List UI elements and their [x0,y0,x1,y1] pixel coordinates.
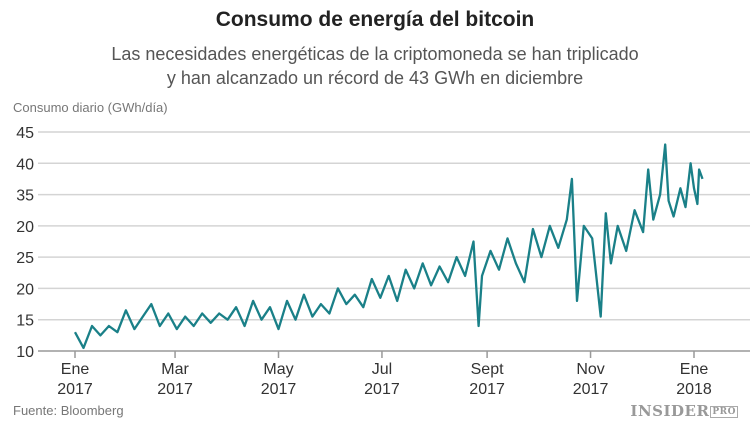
x-tick-label-month: Nov [576,361,604,378]
y-axis-label: Consumo diario (GWh/día) [13,100,168,115]
y-tick-label: 20 [16,219,34,236]
x-tick-label-year: 2017 [261,381,297,398]
logo-badge: PRO [710,406,738,418]
x-tick-label-month: Jul [372,361,392,378]
y-tick-label: 10 [16,344,34,361]
y-tick-label: 20 [16,281,34,298]
logo-text: INSIDER [630,402,710,420]
x-tick-label-month: Ene [61,361,90,378]
y-tick-label: 45 [16,125,34,142]
insider-pro-logo: INSIDER PRO [630,402,738,420]
x-tick-label-month: Ene [680,361,709,378]
x-tick-label-year: 2017 [469,381,505,398]
x-tick-label-year: 2017 [157,381,193,398]
y-tick-label: 15 [16,313,34,330]
x-tick-label-year: 2017 [573,381,609,398]
x-tick-label-year: 2018 [676,381,712,398]
y-tick-label: 40 [16,156,34,173]
chart-subtitle-line-2: y han alcanzado un récord de 43 GWh en d… [166,68,584,88]
source-note: Fuente: Bloomberg [13,403,124,418]
y-tick-label: 25 [16,250,34,267]
x-tick-label-year: 2017 [364,381,400,398]
x-tick-label-month: May [263,361,293,378]
y-tick-label: 35 [16,188,34,205]
chart-title: Consumo de energía del bitcoin [215,8,535,31]
series-line [73,143,704,350]
x-tick-label-year: 2017 [57,381,93,398]
x-tick-label-month: Mar [161,361,189,378]
chart-subtitle-line-1: Las necesidades energéticas de la cripto… [111,44,639,64]
x-tick-label-month: Sept [471,361,504,378]
